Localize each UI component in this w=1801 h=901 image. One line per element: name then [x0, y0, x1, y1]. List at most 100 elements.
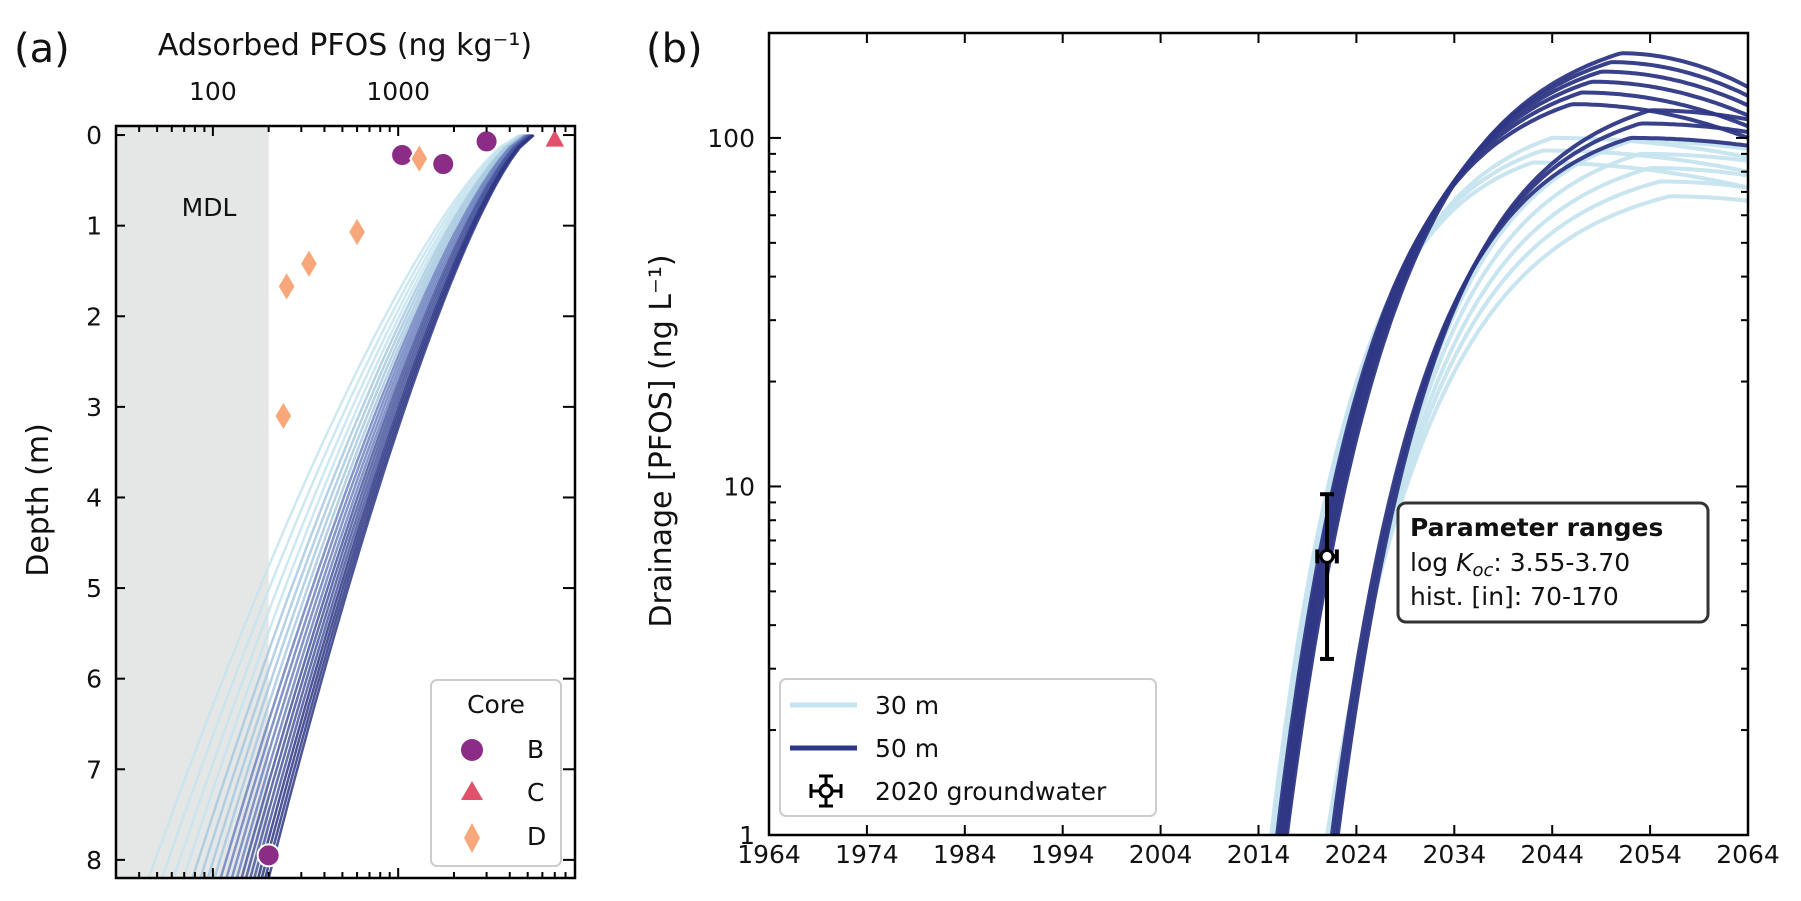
mdl-label: MDL: [182, 193, 237, 222]
drainage-curve-50m: [1284, 51, 1748, 835]
model-profile-curve: [213, 134, 526, 878]
model-profile-curve: [256, 134, 533, 878]
legend-label-30m: 30 m: [875, 691, 939, 720]
xtick-label: 1984: [933, 840, 997, 869]
parameter-ranges-box: Parameter ranges log Koc: 3.55-3.70 hist…: [1396, 501, 1710, 624]
data-point-core-b: [474, 129, 499, 154]
legend-label-b: B: [527, 735, 544, 764]
ytick-label: 1: [86, 212, 102, 241]
data-point-core-b: [256, 843, 281, 868]
legend-marker-b: [461, 739, 483, 761]
model-profile-curve: [147, 134, 520, 878]
legend-title-core: Core: [467, 690, 525, 719]
panel-b-ticks: 1964 1974 1984 1994 2004 2014 2024 2034 2044 2054…: [707, 32, 1780, 869]
legend-label-c: C: [527, 778, 544, 807]
model-profile-curve: [235, 134, 529, 878]
ytick-label: 2: [86, 302, 102, 331]
data-point-core-d: [298, 246, 320, 281]
ytick-label: 8: [86, 846, 102, 875]
panel-b-ylabel: Drainage [PFOS] (ng L⁻¹): [644, 254, 679, 627]
observation-marker: [1319, 548, 1335, 564]
data-point-core-d: [276, 269, 297, 304]
xtick-label: 1964: [737, 840, 801, 869]
panel-a-ylabel: Depth (m): [21, 423, 56, 577]
data-point-core-d: [346, 215, 368, 249]
legend-label-d: D: [527, 822, 546, 851]
ytick-label: 4: [86, 483, 102, 512]
data-point-core-b: [431, 152, 456, 177]
panel-a-data-points: [256, 125, 568, 868]
ytick-label: 100: [707, 124, 755, 153]
xtick-label-top: 1000: [366, 77, 430, 106]
model-profile-curve: [230, 134, 529, 878]
xtick-label-top: 100: [189, 77, 237, 106]
model-profile-curve: [199, 134, 525, 878]
panel-a-legend-box: [430, 679, 562, 867]
legend-label-groundwater: 2020 groundwater: [875, 777, 1107, 806]
drainage-curve-50m: [1275, 102, 1748, 835]
xtick-label: 1994: [1031, 840, 1095, 869]
drainage-curve-50m: [1329, 135, 1748, 835]
model-profile-curve: [225, 134, 528, 878]
parameter-ranges-title: Parameter ranges: [1410, 513, 1663, 542]
parameter-ranges-hist: hist. [in]: 70-170: [1410, 582, 1619, 611]
panel-a-model-curves: [147, 134, 535, 878]
xtick-label: 2014: [1227, 840, 1291, 869]
model-profile-curve: [244, 134, 531, 878]
model-profile-curve: [264, 134, 535, 878]
data-point-core-c: [542, 125, 568, 149]
legend-marker-d: [464, 823, 480, 853]
drainage-curve-50m: [1335, 108, 1748, 835]
model-profile-curve: [160, 134, 521, 878]
ytick-label: 6: [86, 665, 102, 694]
panel-label-b: (b): [646, 26, 703, 72]
drainage-curve-50m: [1332, 121, 1748, 835]
parameter-ranges-frame: [1396, 501, 1710, 624]
xtick-label: 2034: [1422, 840, 1486, 869]
model-profile-curve: [240, 134, 530, 878]
model-profile-curve: [219, 134, 527, 878]
drainage-curve-50m: [1280, 69, 1748, 835]
drainage-curve-50m: [1279, 79, 1748, 835]
model-profile-curve: [182, 134, 523, 878]
data-point-core-d: [409, 141, 430, 176]
model-profile-curve: [172, 134, 522, 878]
model-profile-curve: [267, 134, 535, 878]
panel-a-top-xlabel: Adsorbed PFOS (ng kg⁻¹): [158, 28, 532, 63]
panel-b-legend-box: [779, 678, 1157, 817]
model-profile-curve: [249, 134, 532, 878]
panel-a-frame: [114, 124, 577, 880]
ytick-label: 7: [86, 755, 102, 784]
panel-a-legend: Core B C D: [430, 679, 562, 867]
model-profile-curve: [206, 134, 525, 878]
xtick-label: 2054: [1618, 840, 1682, 869]
model-profile-curve: [253, 134, 532, 878]
drainage-curve-50m: [1277, 90, 1748, 835]
drainage-curve-30m: [1269, 148, 1748, 835]
ytick-label: 3: [86, 393, 102, 422]
panel-label-a: (a): [14, 26, 70, 72]
legend-errorbar-marker: [809, 774, 843, 808]
model-profile-curve: [260, 134, 534, 878]
xtick-label: 2004: [1129, 840, 1193, 869]
panel-a: (a) Adsorbed PFOS (ng kg⁻¹) Depth (m) MD…: [14, 26, 577, 880]
data-point-core-b: [390, 142, 415, 167]
legend-label-50m: 50 m: [875, 734, 939, 763]
mdl-region: [116, 126, 269, 878]
parameter-ranges-koc: log Koc: 3.55-3.70: [1410, 548, 1630, 581]
panel-b-curves: [1269, 51, 1748, 835]
model-profile-curve: [191, 134, 524, 878]
observation-2020-groundwater: [1315, 492, 1339, 661]
xtick-label: 2024: [1325, 840, 1389, 869]
xtick-label: 2044: [1520, 840, 1584, 869]
ytick-label: 5: [86, 574, 102, 603]
panel-b: (b) Drainage [PFOS] (ng L⁻¹) 1964 1974 198…: [644, 26, 1780, 869]
data-point-core-d: [273, 398, 294, 433]
ytick-label: 0: [86, 121, 102, 150]
legend-marker-c: [461, 781, 483, 800]
xtick-label: 2064: [1716, 840, 1780, 869]
xtick-label: 1974: [835, 840, 899, 869]
ytick-label: 10: [723, 472, 755, 501]
panel-b-legend: 30 m 50 m 2020 groundwater: [779, 678, 1157, 817]
